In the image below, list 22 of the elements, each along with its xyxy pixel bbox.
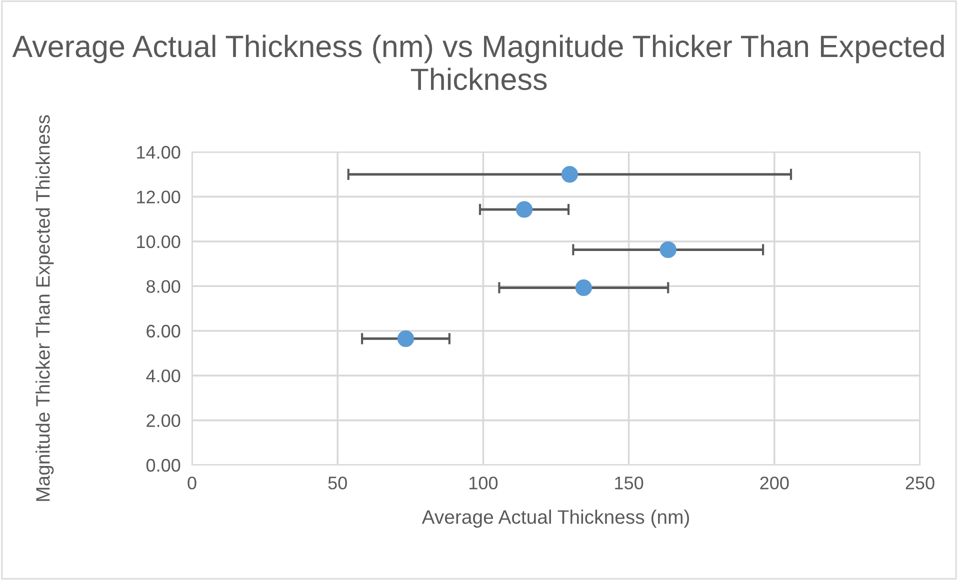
chart-title: Average Actual Thickness (nm) vs Magnitude Thicker Than Expected Thickness	[12, 34, 944, 90]
x-tick-label: 150	[615, 476, 644, 490]
y-tick-label: 0.00	[146, 458, 180, 472]
x-tick-label: 0	[188, 476, 196, 490]
point	[516, 201, 533, 218]
point	[660, 241, 676, 258]
y-tick-label: 12.00	[137, 190, 180, 204]
y-tick-label: 4.00	[146, 370, 180, 382]
x-tick-label: 50	[328, 476, 347, 490]
y-tick-label: 6.00	[146, 324, 180, 338]
y-tick-label: 2.00	[146, 414, 180, 428]
y-tick-label: 10.00	[137, 235, 180, 248]
point	[575, 279, 592, 296]
point	[397, 330, 414, 348]
y-tick-label: 14.00	[137, 146, 180, 159]
x-axis-title: Average Actual Thickness (nm)	[422, 510, 690, 528]
y-tick-label: 8.00	[146, 280, 180, 293]
x-tick-label: 200	[760, 476, 789, 490]
point	[561, 166, 578, 183]
x-tick-label: 100	[470, 476, 498, 490]
x-tick-label: 250	[906, 476, 934, 490]
y-axis-title: Magnitude Thicker Than Expected Thickness	[36, 115, 54, 501]
